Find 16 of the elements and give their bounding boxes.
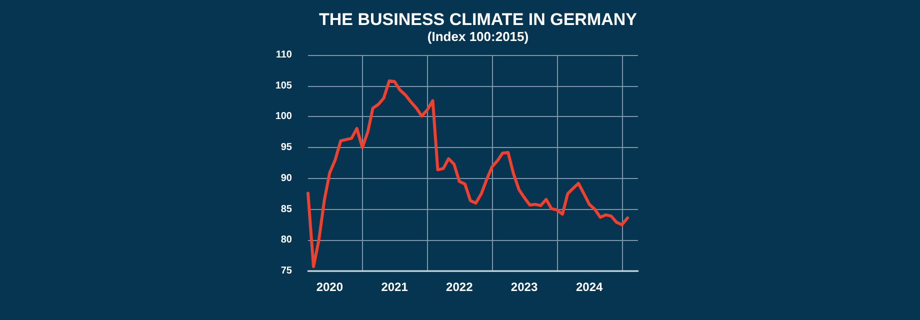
chart-title: THE BUSINESS CLIMATE IN GERMANY	[319, 10, 638, 29]
line-series	[306, 79, 630, 268]
y-tick-label: 100	[275, 111, 292, 122]
x-tick-label: 2023	[510, 280, 538, 294]
y-tick-label: 95	[280, 142, 292, 154]
y-tick-label: 110	[276, 50, 292, 60]
x-tick-label: 2020	[316, 280, 344, 294]
x-tick-label: 2021	[381, 280, 408, 294]
x-tick-label: 2022	[446, 280, 474, 294]
y-tick-label: 105	[275, 80, 292, 92]
chart-subtitle: (Index 100:2015)	[427, 29, 529, 44]
y-tick-label: 85	[280, 204, 292, 215]
y-tick-label: 75	[280, 266, 292, 276]
x-tick-label: 2024	[576, 280, 603, 294]
y-tick-label: 80	[280, 234, 292, 246]
y-tick-label: 90	[280, 172, 292, 184]
